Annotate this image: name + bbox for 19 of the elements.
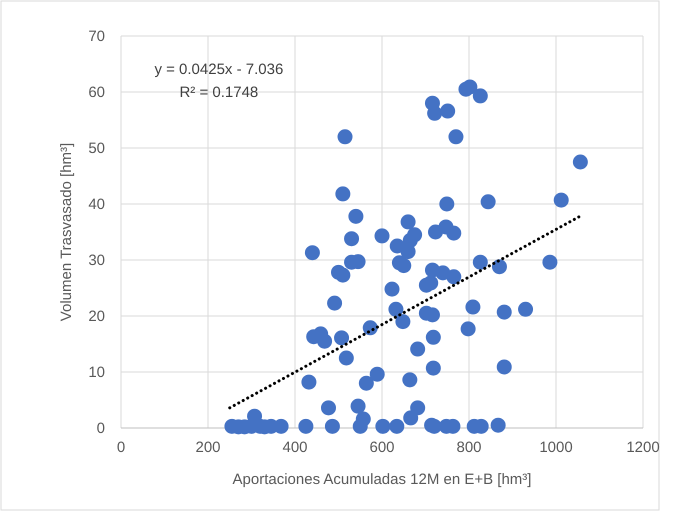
x-tick-label: 1200 [626, 439, 660, 456]
annotation: R² = 0.1748 [179, 84, 258, 101]
y-tick-label: 0 [96, 420, 105, 437]
y-tick-label: 30 [88, 252, 105, 269]
y-tick-label: 50 [88, 140, 105, 157]
y-tick-label: 40 [88, 196, 105, 213]
x-tick-label: 600 [369, 439, 395, 456]
y-tick-label: 60 [88, 84, 105, 101]
y-tick-label: 10 [88, 364, 105, 381]
x-tick-label: 200 [195, 439, 221, 456]
y-axis-title: Volumen Trasvasado [hm³] [58, 142, 75, 322]
x-tick-label: 0 [116, 439, 126, 456]
x-tick-label: 1000 [539, 439, 573, 456]
x-tick-label: 400 [282, 439, 308, 456]
annotation: y = 0.0425x - 7.036 [154, 61, 284, 78]
y-tick-label: 70 [88, 28, 105, 45]
x-axis-title: Aportaciones Acumuladas 12M en E+B [hm³] [232, 471, 532, 488]
y-tick-label: 20 [88, 308, 105, 325]
x-tick-label: 800 [456, 439, 482, 456]
